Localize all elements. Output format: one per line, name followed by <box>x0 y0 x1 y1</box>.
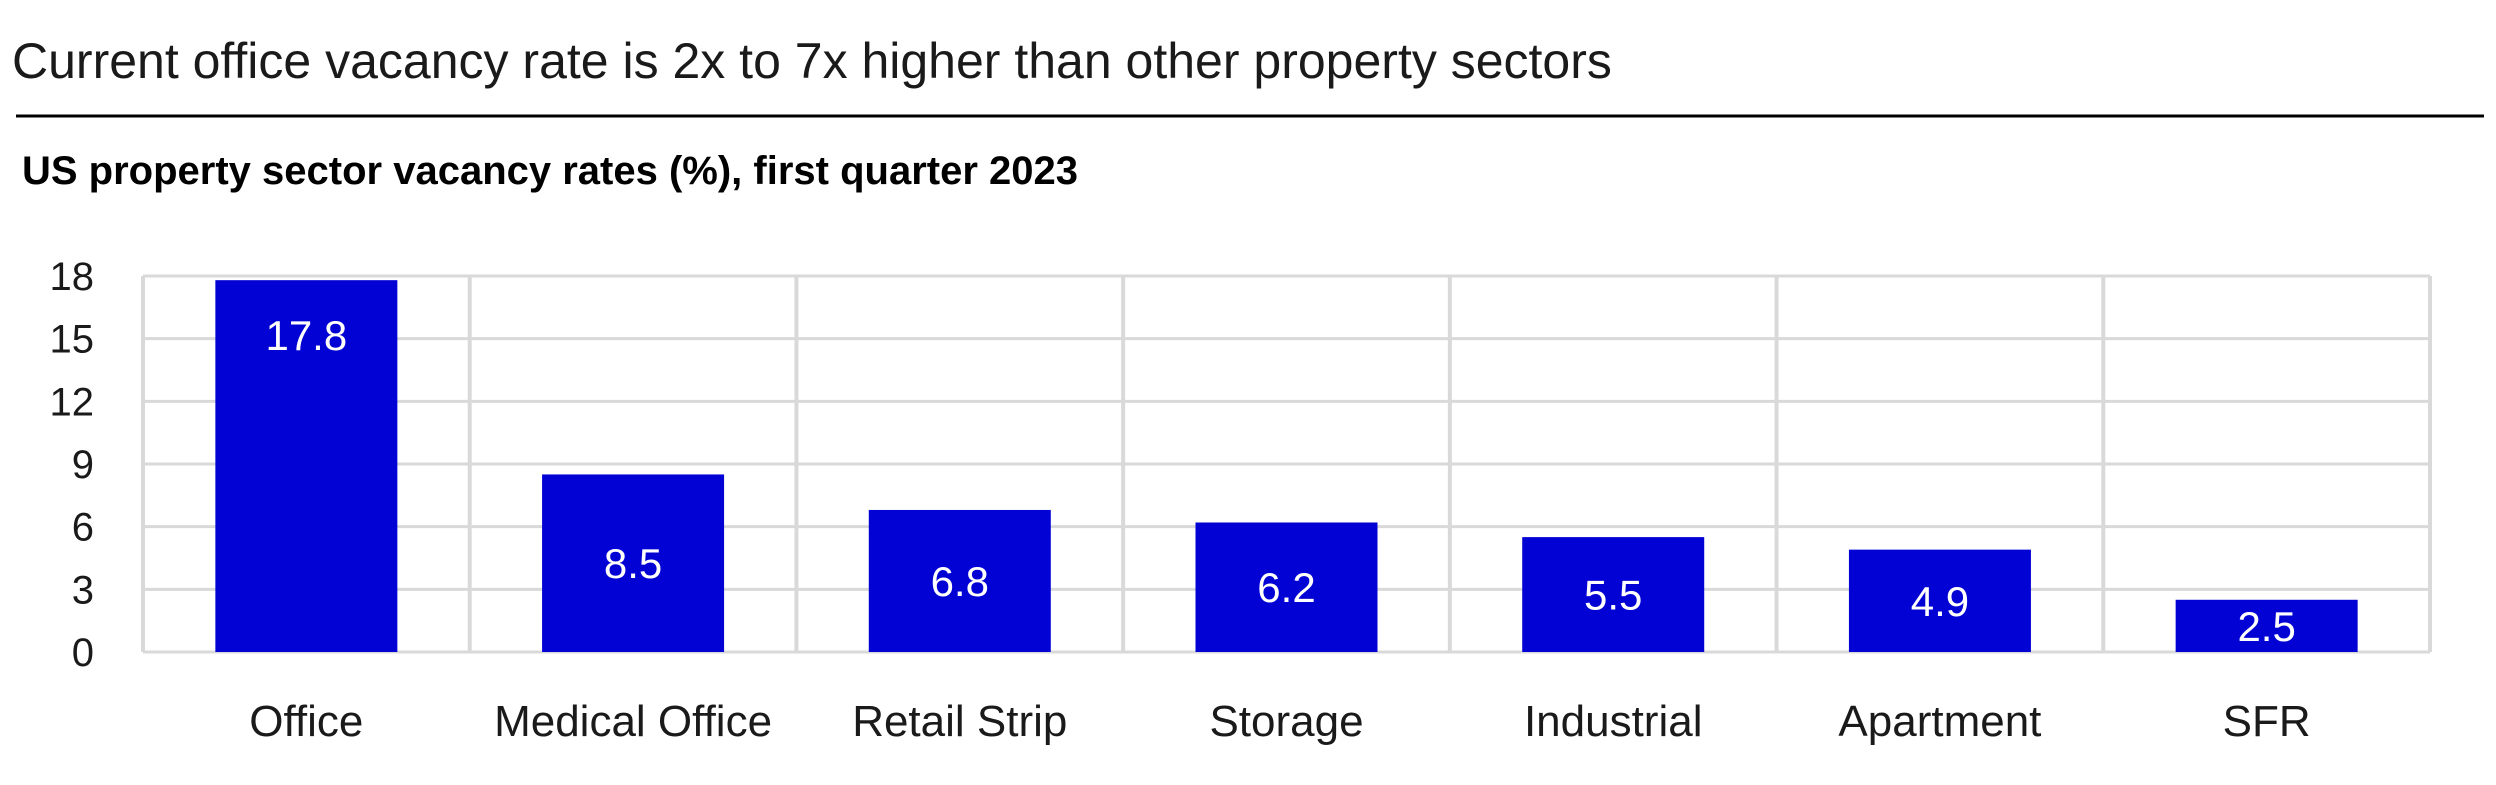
bar <box>1848 549 2031 652</box>
x-category-label: Storage <box>1209 697 1363 746</box>
y-tick-label: 6 <box>72 506 94 550</box>
y-tick-label: 9 <box>72 443 94 487</box>
plot-area: 0 3 6 9 12 15 18 17.8 Office 8.5 Medical Office 6.8… <box>50 255 2432 746</box>
bar <box>542 474 725 652</box>
bar-value-label: 17.8 <box>265 312 347 359</box>
bar-value-label: 6.2 <box>1257 564 1315 611</box>
bar <box>2175 599 2358 652</box>
y-tick-label: 18 <box>50 255 95 299</box>
x-category-label: Retail Strip <box>852 697 1067 746</box>
y-tick-label: 3 <box>72 568 94 612</box>
bar-value-label: 2.5 <box>2237 603 2295 650</box>
y-tick-label: 12 <box>50 380 95 424</box>
x-category-label: SFR <box>2223 697 2311 746</box>
chart-headline: Current office vacancy rate is 2x to 7x … <box>12 33 1612 89</box>
bar-value-label: 8.5 <box>604 540 662 587</box>
bar <box>868 509 1051 652</box>
chart-title: US property sector vacancy rates (%), fi… <box>22 149 1078 193</box>
bar <box>1195 522 1378 652</box>
bar <box>215 280 398 652</box>
bar <box>1522 537 1705 652</box>
y-tick-label: 15 <box>50 318 95 362</box>
y-tick-label: 0 <box>72 631 94 675</box>
bar-value-label: 6.8 <box>931 558 989 605</box>
bar-value-label: 5.5 <box>1584 572 1642 619</box>
x-category-label: Office <box>249 697 363 746</box>
x-category-label: Industrial <box>1524 697 1703 746</box>
x-category-label: Medical Office <box>494 697 772 746</box>
x-category-label: Apartment <box>1838 697 2041 746</box>
bar-value-label: 4.9 <box>1911 578 1969 625</box>
